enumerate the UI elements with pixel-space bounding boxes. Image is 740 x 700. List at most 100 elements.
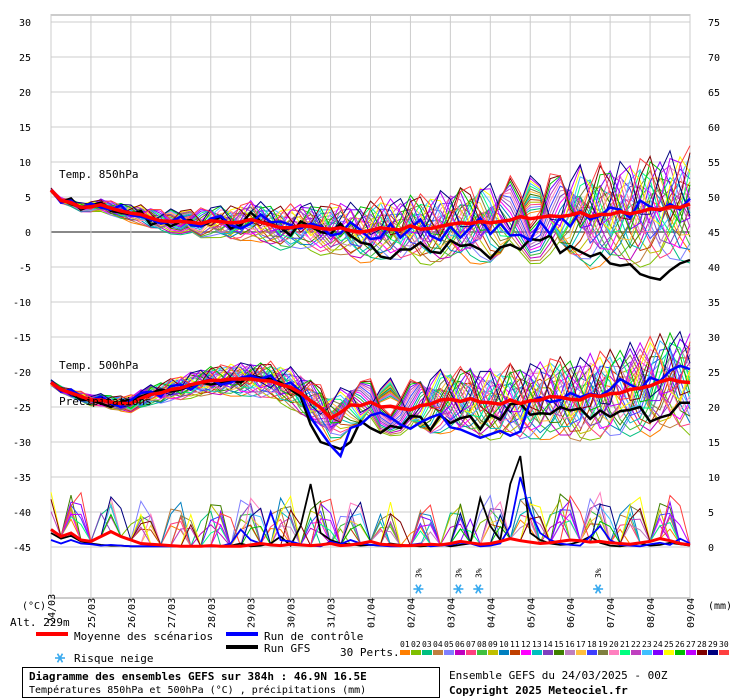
t850-label: Temp. 850hPa (59, 168, 138, 181)
pert-id-label: 05 (444, 640, 454, 649)
left-tick-label: -5 (19, 263, 31, 274)
perturbations-label: 30 Perts. (340, 646, 400, 659)
left-tick-label: 25 (19, 53, 31, 64)
t500-label: Temp. 500hPa (59, 359, 138, 372)
snow-risk-pct: 3% (454, 568, 463, 578)
right-tick-label: 55 (708, 158, 720, 169)
pert-swatch (686, 650, 696, 655)
pert-id-label: 15 (554, 640, 564, 649)
pert-swatch (510, 650, 520, 655)
right-tick-label: 10 (708, 473, 720, 484)
right-tick-label: 75 (708, 18, 720, 29)
right-tick-label: 5 (708, 508, 714, 519)
x-date-label: 25/03 (87, 598, 98, 628)
snowflake-icon (473, 584, 484, 594)
pert-id-label: 26 (675, 640, 685, 649)
x-date-label: 03/04 (446, 598, 457, 628)
pert-id-label: 30 (719, 640, 729, 649)
left-tick-label: -20 (13, 368, 31, 379)
pert-id-label: 16 (565, 640, 575, 649)
series-t500-2 (50, 374, 690, 451)
pert-swatch (675, 650, 685, 655)
right-tick-label: 50 (708, 193, 720, 204)
left-tick-label: -30 (13, 438, 31, 449)
pert-swatch (400, 650, 410, 655)
pert-id-label: 28 (697, 640, 707, 649)
right-tick-label: 0 (708, 543, 714, 554)
x-date-label: 24/03 (47, 594, 58, 624)
right-tick-label: 65 (708, 88, 720, 99)
x-date-label: 06/04 (566, 598, 577, 628)
x-date-label: 28/03 (207, 598, 218, 628)
pert-id-label: 19 (598, 640, 608, 649)
pert-swatch (576, 650, 586, 655)
copyright: Copyright 2025 Meteociel.fr (449, 684, 628, 697)
pert-swatch (521, 650, 531, 655)
pert-swatch (532, 650, 542, 655)
grid (50, 14, 691, 599)
pert-id-label: 21 (620, 640, 630, 649)
ensemble-run-label: Ensemble GEFS du 24/03/2025 - 00Z (449, 669, 668, 682)
pert-swatch (708, 650, 718, 655)
pert-id-label: 01 (400, 640, 410, 649)
left-tick-label: 10 (19, 158, 31, 169)
pert-swatch (477, 650, 487, 655)
x-date-label: 07/04 (606, 598, 617, 628)
right-tick-label: 25 (708, 368, 720, 379)
snow-risk-marker: 3% (473, 568, 484, 594)
snow-risk-pct: 3% (594, 568, 603, 578)
snowflake-icon (593, 584, 604, 594)
pert-swatch (631, 650, 641, 655)
pert-id-label: 12 (521, 640, 531, 649)
x-date-label: 09/04 (686, 598, 697, 628)
right-tick-label: 70 (708, 53, 720, 64)
left-tick-label: 5 (25, 193, 31, 204)
legend: Moyenne des scénarios Run de contrôle Ru… (36, 630, 729, 665)
pert-id-label: 10 (499, 640, 509, 649)
legend-control-label: Run de contrôle (264, 630, 363, 643)
x-date-label: 01/04 (367, 598, 378, 628)
chart-subtitle: Températures 850hPa et 500hPa (°C) , pré… (29, 685, 367, 696)
left-tick-label: -10 (13, 298, 31, 309)
snow-risk-markers: 3% 3% 3% 3% (413, 568, 604, 594)
legend-mean-swatch (36, 632, 68, 636)
snowflake-icon (413, 584, 424, 594)
left-tick-label: 20 (19, 88, 31, 99)
pert-swatch (444, 650, 454, 655)
legend-gfs-label: Run GFS (264, 642, 310, 655)
pert-id-label: 24 (653, 640, 663, 649)
pert-id-label: 13 (532, 640, 542, 649)
pert-id-label: 02 (411, 640, 421, 649)
pert-swatch (543, 650, 553, 655)
axes: 302520151050-5-10-15-20-25-30-35-40-4575… (13, 18, 720, 554)
pert-swatch (455, 650, 465, 655)
left-tick-label: -45 (13, 543, 31, 554)
pert-id-label: 04 (433, 640, 443, 649)
pert-id-label: 03 (422, 640, 432, 649)
pert-swatch (642, 650, 652, 655)
pert-swatch (587, 650, 597, 655)
info-box: Diagramme des ensembles GEFS sur 384h : … (22, 667, 440, 698)
snowflake-icon (55, 653, 65, 663)
perturbation-swatches: 01 02 03 04 05 06 07 08 09 10 11 12 13 14 15 16 17 18 19 20… (400, 640, 729, 655)
pert-id-label: 17 (576, 640, 586, 649)
pert-swatch (554, 650, 564, 655)
snow-risk-marker: 3% (453, 568, 464, 594)
pert-id-label: 27 (686, 640, 696, 649)
pert-t500-line (50, 356, 691, 433)
pert-id-label: 23 (642, 640, 652, 649)
right-tick-label: 30 (708, 333, 720, 344)
x-date-label: 30/03 (287, 598, 298, 628)
pert-id-label: 20 (609, 640, 619, 649)
pert-id-label: 11 (510, 640, 520, 649)
pert-t850-line (50, 149, 691, 239)
right-tick-label: 40 (708, 263, 720, 274)
pert-swatch (620, 650, 630, 655)
x-date-label: 04/04 (486, 598, 497, 628)
left-tick-label: -15 (13, 333, 31, 344)
right-tick-label: 60 (708, 123, 720, 134)
legend-snow-label: Risque neige (74, 652, 153, 665)
pert-id-label: 29 (708, 640, 718, 649)
pert-swatch (565, 650, 575, 655)
